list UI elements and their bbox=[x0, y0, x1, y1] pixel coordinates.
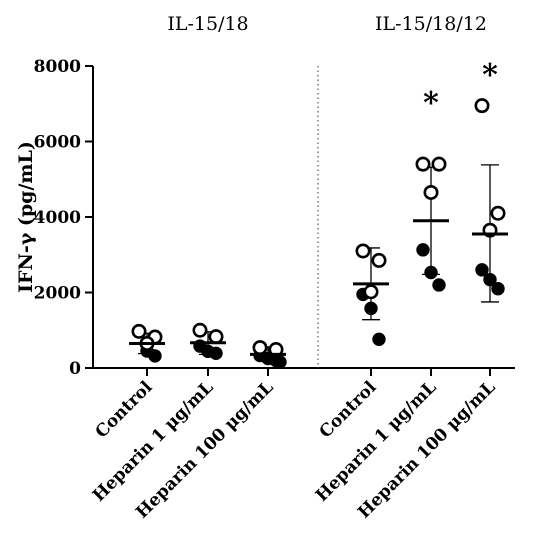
significance-star: * bbox=[482, 58, 498, 93]
filled-point bbox=[209, 346, 223, 360]
open-point bbox=[355, 243, 371, 259]
open-point bbox=[192, 322, 208, 338]
filled-point bbox=[432, 278, 446, 292]
y-tick-label: 0 bbox=[69, 359, 81, 379]
filled-point bbox=[475, 263, 489, 277]
filled-point bbox=[273, 355, 287, 369]
open-point bbox=[490, 205, 506, 221]
open-point bbox=[131, 323, 147, 339]
group-label: IL-15/18/12 bbox=[375, 13, 487, 35]
filled-point bbox=[491, 282, 505, 296]
y-tick-label: 2000 bbox=[34, 284, 81, 304]
open-point bbox=[474, 98, 490, 114]
filled-point bbox=[148, 349, 162, 363]
filled-point bbox=[364, 301, 378, 316]
open-point bbox=[415, 156, 431, 172]
filled-point bbox=[424, 265, 438, 280]
y-axis-title: IFN-γ (pg/mL) bbox=[15, 141, 37, 293]
open-point bbox=[363, 284, 379, 300]
significance-star: * bbox=[423, 86, 439, 121]
open-point bbox=[431, 156, 447, 172]
open-point bbox=[252, 340, 268, 356]
marks bbox=[129, 98, 508, 369]
filled-point bbox=[483, 272, 497, 287]
open-point bbox=[208, 329, 224, 345]
open-point bbox=[371, 252, 387, 268]
open-point bbox=[423, 184, 439, 200]
axes bbox=[85, 65, 515, 376]
filled-point bbox=[372, 332, 386, 347]
filled-point bbox=[416, 243, 430, 257]
y-tick-label: 8000 bbox=[34, 57, 81, 77]
group-label: IL-15/18 bbox=[167, 13, 248, 35]
y-tick-label: 6000 bbox=[34, 133, 81, 153]
y-tick-label: 4000 bbox=[34, 208, 81, 228]
